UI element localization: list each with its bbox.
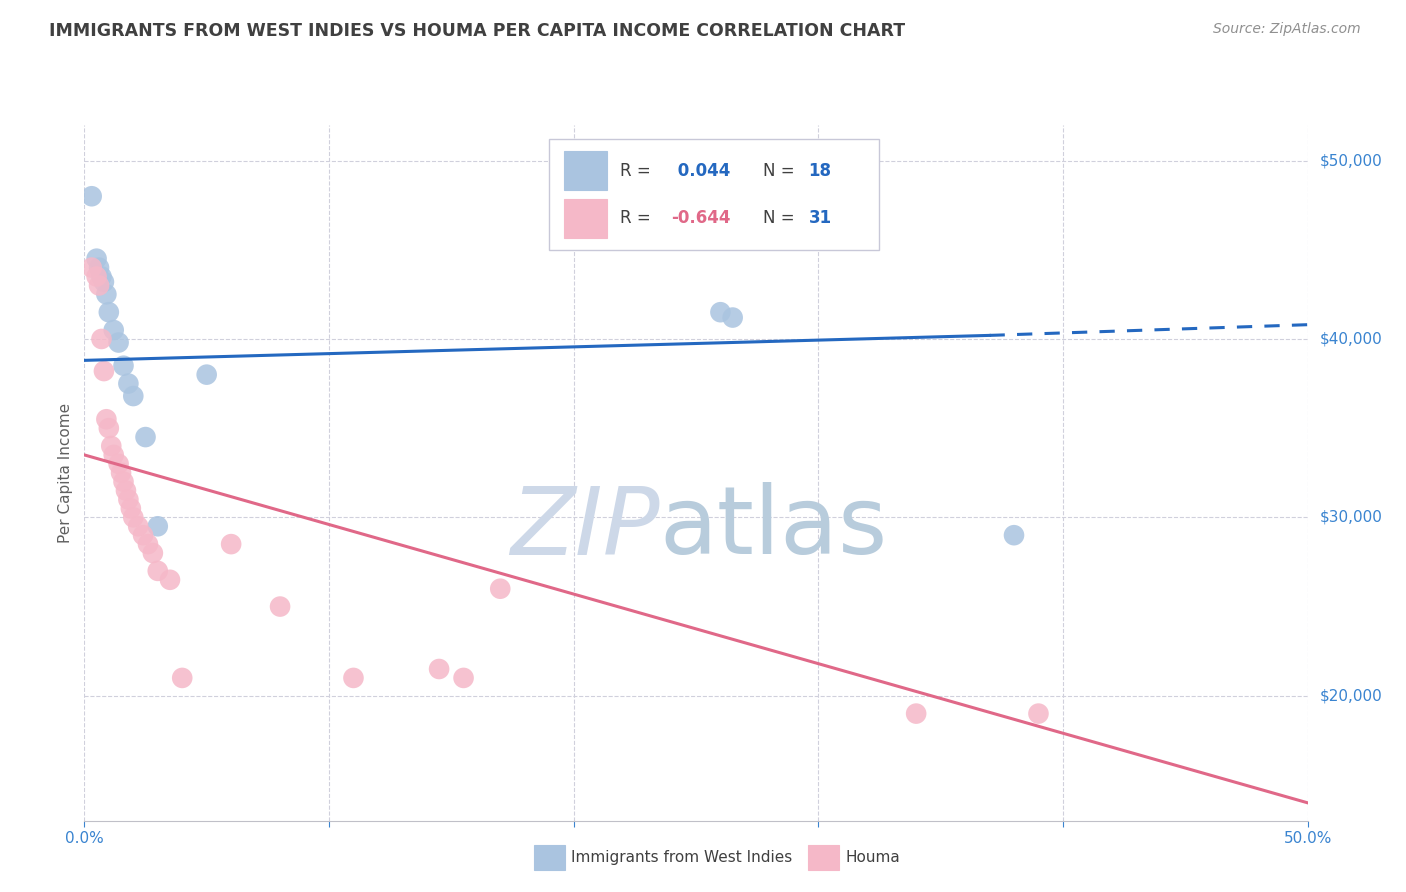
Point	[146, 564, 169, 578]
Point	[103, 448, 125, 462]
Point	[117, 492, 139, 507]
Text: Houma: Houma	[845, 850, 900, 864]
Point	[93, 364, 115, 378]
Point	[219, 537, 242, 551]
Text: $20,000: $20,000	[1320, 689, 1382, 703]
Text: Immigrants from West Indies: Immigrants from West Indies	[571, 850, 792, 864]
Point	[90, 269, 112, 284]
Text: atlas: atlas	[659, 483, 887, 574]
Text: $30,000: $30,000	[1320, 510, 1382, 524]
Text: 0.044: 0.044	[672, 161, 730, 180]
Text: 31: 31	[808, 209, 831, 227]
Point	[195, 368, 218, 382]
Text: 18: 18	[808, 161, 831, 180]
Text: R =: R =	[620, 161, 657, 180]
Point	[90, 332, 112, 346]
Text: -0.644: -0.644	[672, 209, 731, 227]
Text: N =: N =	[763, 161, 800, 180]
Point	[132, 528, 155, 542]
Point	[709, 305, 731, 319]
Point	[87, 260, 110, 275]
Text: IMMIGRANTS FROM WEST INDIES VS HOUMA PER CAPITA INCOME CORRELATION CHART: IMMIGRANTS FROM WEST INDIES VS HOUMA PER…	[49, 22, 905, 40]
Point	[269, 599, 291, 614]
Point	[159, 573, 181, 587]
Bar	[564, 199, 606, 237]
Point	[103, 323, 125, 337]
Point	[146, 519, 169, 533]
Bar	[564, 152, 606, 190]
Point	[107, 457, 129, 471]
Point	[107, 335, 129, 350]
Point	[127, 519, 149, 533]
Point	[122, 389, 145, 403]
Point	[342, 671, 364, 685]
Point	[427, 662, 450, 676]
Point	[136, 537, 159, 551]
Point	[142, 546, 165, 560]
Y-axis label: Per Capita Income: Per Capita Income	[58, 402, 73, 543]
Point	[96, 287, 118, 301]
Point	[905, 706, 928, 721]
Point	[1028, 706, 1050, 721]
Point	[93, 275, 115, 289]
Point	[135, 430, 157, 444]
Point	[489, 582, 512, 596]
Point	[721, 310, 744, 325]
Point	[1002, 528, 1025, 542]
Point	[117, 376, 139, 391]
Point	[97, 305, 120, 319]
Point	[80, 189, 103, 203]
Point	[172, 671, 194, 685]
Text: ZIP: ZIP	[509, 483, 659, 574]
Text: N =: N =	[763, 209, 800, 227]
Point	[115, 483, 138, 498]
Point	[120, 501, 142, 516]
Text: R =: R =	[620, 209, 657, 227]
Point	[112, 359, 135, 373]
Text: $40,000: $40,000	[1320, 332, 1382, 346]
Point	[122, 510, 145, 524]
Text: Source: ZipAtlas.com: Source: ZipAtlas.com	[1213, 22, 1361, 37]
Text: $50,000: $50,000	[1320, 153, 1382, 168]
Point	[97, 421, 120, 435]
FancyBboxPatch shape	[550, 139, 880, 250]
Point	[112, 475, 135, 489]
Point	[110, 466, 132, 480]
Point	[96, 412, 118, 426]
Point	[86, 252, 108, 266]
Point	[100, 439, 122, 453]
Point	[86, 269, 108, 284]
Point	[87, 278, 110, 293]
Point	[453, 671, 475, 685]
Point	[80, 260, 103, 275]
